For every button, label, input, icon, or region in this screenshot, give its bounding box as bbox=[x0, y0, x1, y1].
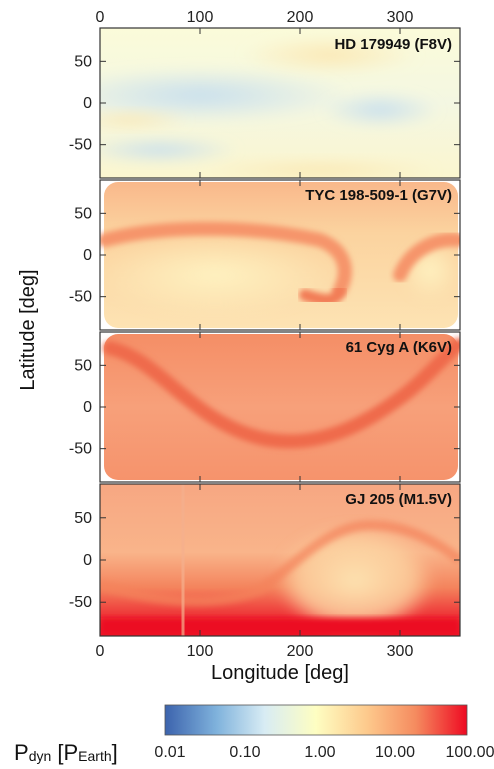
y-tick-label: 50 bbox=[74, 53, 92, 70]
colorbar-label-sub: dyn bbox=[29, 748, 52, 764]
y-tick-label: 50 bbox=[74, 205, 92, 222]
x-tick-label-top: 200 bbox=[287, 9, 314, 26]
x-tick-label-bottom: 100 bbox=[187, 643, 214, 660]
panel-3-heatmap bbox=[100, 332, 460, 482]
panel-1-title: HD 179949 (F8V) bbox=[334, 36, 452, 53]
x-tick-label-top: 0 bbox=[96, 9, 105, 26]
colorbar-label: Pdyn [PEarth] bbox=[14, 740, 118, 765]
x-tick-label-top: 100 bbox=[187, 9, 214, 26]
y-tick-label: -50 bbox=[69, 441, 92, 458]
colorbar-label-unit-open: [P bbox=[51, 740, 78, 765]
colorbar-ticks: 0.01 0.10 1.00 10.00 100.00 bbox=[154, 744, 494, 761]
y-tick-label: 50 bbox=[74, 510, 92, 527]
y-axis-label: Latitude [deg] bbox=[17, 269, 39, 390]
y-tick-label: 0 bbox=[83, 95, 92, 112]
ticks-layer: 50 0 -50 50 0 -50 50 0 -50 50 0 -50 0 0 100 100 200 200 30… bbox=[69, 9, 460, 660]
y-tick-label: 0 bbox=[83, 552, 92, 569]
x-axis-label: Longitude [deg] bbox=[211, 662, 349, 684]
panel-4-heatmap bbox=[100, 484, 460, 636]
x-tick-label-top: 300 bbox=[387, 9, 414, 26]
colorbar-label-unit-close: ] bbox=[112, 740, 118, 765]
colorbar-tick-label: 100.00 bbox=[446, 744, 494, 761]
colorbar-tick-label: 1.00 bbox=[304, 744, 335, 761]
panel-2-title: TYC 198-509-1 (G7V) bbox=[305, 187, 452, 204]
x-tick-label-bottom: 0 bbox=[96, 643, 105, 660]
panel-2-heatmap bbox=[100, 180, 460, 330]
y-tick-label: -50 bbox=[69, 289, 92, 306]
y-tick-label: 0 bbox=[83, 399, 92, 416]
panel-4-title: GJ 205 (M1.5V) bbox=[345, 491, 452, 508]
y-tick-label: 0 bbox=[83, 247, 92, 264]
panel-1-heatmap bbox=[100, 28, 460, 178]
y-tick-label: 50 bbox=[74, 357, 92, 374]
x-tick-label-bottom: 300 bbox=[387, 643, 414, 660]
colorbar-tick-label: 0.10 bbox=[229, 744, 260, 761]
y-tick-label: -50 bbox=[69, 137, 92, 154]
colorbar-tick-label: 10.00 bbox=[375, 744, 415, 761]
colorbar-tick-label: 0.01 bbox=[154, 744, 185, 761]
colorbar-label-unit-sub: Earth bbox=[78, 748, 111, 764]
colorbar-label-main: P bbox=[14, 740, 29, 765]
colorbar bbox=[164, 704, 468, 736]
panel-3-title: 61 Cyg A (K6V) bbox=[346, 339, 452, 356]
x-tick-label-bottom: 200 bbox=[287, 643, 314, 660]
y-tick-label: -50 bbox=[69, 594, 92, 611]
